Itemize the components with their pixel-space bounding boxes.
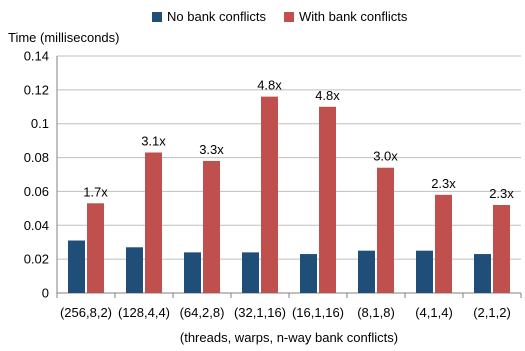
bar-with-conflicts — [493, 204, 510, 293]
bar-no-conflicts — [416, 250, 433, 293]
y-tick-label: 0.08 — [24, 150, 49, 165]
legend-item-with-conflicts: With bank conflicts — [284, 9, 407, 24]
y-tick-label: 0.12 — [24, 82, 49, 97]
x-tick-label: (64,2,8) — [180, 305, 225, 320]
bar-with-conflicts — [261, 96, 278, 293]
y-tick-label: 0.04 — [24, 218, 49, 233]
x-tick-label: (2,1,2) — [473, 305, 511, 320]
bar-no-conflicts — [358, 250, 375, 293]
bar-no-conflicts — [184, 252, 201, 293]
bar-no-conflicts — [68, 240, 85, 293]
bar-with-conflicts — [87, 203, 104, 293]
x-tick-label: (16,1,16) — [292, 305, 344, 320]
legend-label-no-conflicts: No bank conflicts — [167, 9, 266, 24]
speedup-label: 4.8x — [315, 88, 340, 103]
y-axis-title: Time (milliseconds) — [8, 30, 120, 45]
y-tick-label: 0.14 — [24, 49, 49, 64]
x-tick-label: (32,1,16) — [234, 305, 286, 320]
x-tick-label: (128,4,4) — [118, 305, 170, 320]
x-tick-label: (4,1,4) — [415, 305, 453, 320]
speedup-label: 3.0x — [373, 149, 398, 164]
bar-no-conflicts — [242, 252, 259, 293]
bar-with-conflicts — [377, 167, 394, 293]
legend-swatch-no-conflicts — [152, 11, 162, 22]
y-tick-label: 0 — [42, 286, 49, 301]
bar-with-conflicts — [435, 194, 452, 293]
legend-item-no-conflicts: No bank conflicts — [152, 9, 266, 24]
x-axis-title: (threads, warps, n-way bank conflicts) — [179, 330, 399, 345]
legend-label-with-conflicts: With bank conflicts — [299, 9, 408, 24]
legend: No bank conflicts With bank conflicts — [152, 9, 407, 24]
bar-with-conflicts — [203, 160, 220, 293]
y-tick-label: 0.06 — [24, 184, 49, 199]
speedup-label: 2.3x — [489, 186, 514, 201]
x-tick-label: (8,1,8) — [357, 305, 395, 320]
y-tick-label: 0.02 — [24, 252, 49, 267]
bar-with-conflicts — [145, 152, 162, 293]
speedup-label: 3.3x — [199, 142, 224, 157]
legend-swatch-with-conflicts — [284, 11, 294, 22]
bar-no-conflicts — [126, 247, 143, 293]
y-tick-label: 0.1 — [31, 116, 49, 131]
bar-no-conflicts — [300, 254, 317, 293]
bar-no-conflicts — [474, 254, 491, 293]
speedup-label: 3.1x — [141, 133, 166, 148]
bar-with-conflicts — [319, 106, 336, 294]
x-tick-label: (256,8,2) — [60, 305, 112, 320]
speedup-label: 2.3x — [431, 176, 456, 191]
speedup-label: 1.7x — [83, 184, 108, 199]
speedup-label: 4.8x — [257, 78, 282, 93]
